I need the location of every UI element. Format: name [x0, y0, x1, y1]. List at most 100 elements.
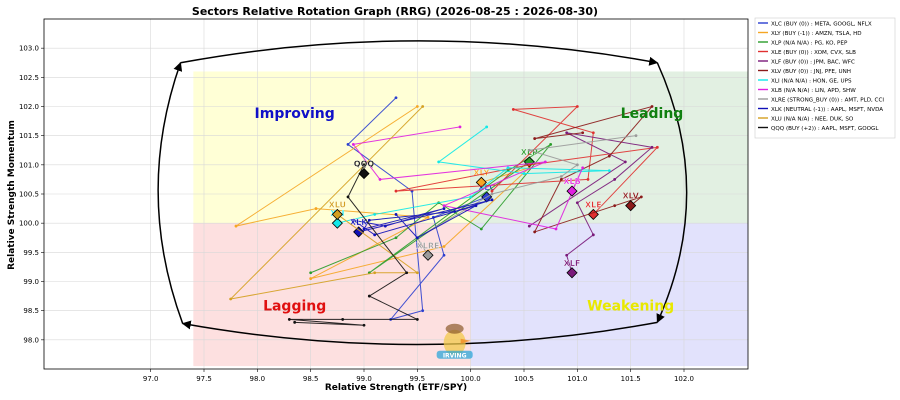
series-head-marker [422, 249, 434, 261]
series-head-label: XLY [473, 168, 489, 177]
series-point [554, 227, 558, 231]
series-head-label: XLF [564, 259, 581, 268]
series-xlb: XLB [351, 125, 585, 231]
series-head-marker [475, 176, 487, 188]
series-tails: XLCXLYXLPXLEXLFXLVXLIXLBXLREXLKXLUQQQ [229, 96, 659, 327]
series-point [378, 178, 382, 181]
series-head-label: XLV [622, 192, 639, 201]
series-point [394, 96, 398, 100]
quadrant-label-leading: Leading [621, 106, 684, 122]
series-head-marker [625, 200, 637, 212]
series-head-label: QQQ [354, 160, 375, 169]
series-point [591, 233, 595, 237]
series-point [421, 309, 425, 313]
series-point [293, 320, 297, 324]
series-point [442, 253, 446, 257]
series-head-label: XLK [350, 218, 368, 227]
duck-hat [445, 323, 464, 334]
x-tick-label: 97.0 [143, 375, 159, 383]
y-tick-label: 99.5 [23, 249, 39, 257]
x-axis-label: Relative Strength (ETF/SPY) [325, 383, 467, 393]
series-point [415, 318, 419, 321]
series-point [394, 236, 398, 240]
series-point [415, 271, 419, 275]
series-point [490, 189, 494, 193]
series-point [607, 154, 611, 158]
series-point [458, 125, 462, 129]
series-point [229, 297, 233, 301]
legend: XLC (BUY (0)) : META, GOOGL, NFLX XLY (BU… [754, 17, 896, 139]
x-tick-label: 99.5 [410, 375, 426, 383]
series-head-marker [331, 208, 343, 220]
series-point [613, 204, 617, 208]
x-tick-label: 98.5 [303, 375, 319, 383]
series-point [373, 213, 377, 216]
duck-beak [460, 338, 471, 344]
series-point [367, 218, 371, 222]
series-point [367, 294, 371, 298]
series-point [442, 245, 446, 248]
series-head-marker [358, 168, 370, 180]
rotation-cycle-arrows [157, 40, 688, 346]
series-point [314, 207, 318, 210]
series-point [511, 108, 515, 111]
series-tail-line [353, 199, 493, 239]
series-head-label: XLB [563, 177, 580, 186]
series-head-label: XLRE [417, 241, 440, 250]
cycle-arrow-bottom [181, 320, 658, 346]
series-point [346, 195, 350, 199]
series-point [394, 213, 398, 216]
y-tick-label: 103.0 [19, 45, 39, 53]
series-point [634, 134, 638, 138]
series-xlv: XLV [533, 105, 654, 234]
series-point [607, 169, 611, 173]
series-point [591, 131, 595, 135]
y-tick-label: 99.0 [23, 278, 39, 286]
series-point [522, 172, 526, 175]
series-point [394, 189, 398, 193]
series-xlk: XLK [350, 198, 494, 240]
legend-entry: XLC (BUY (0)) : META, GOOGL, NFLX [771, 22, 872, 28]
duck-banner [436, 350, 473, 359]
series-point [533, 137, 537, 140]
x-tick-label: 102.0 [674, 375, 694, 383]
series-point [309, 277, 313, 280]
legend-entry: XLK (NEUTRAL (-1)) : AAPL, MSFT, NVDA [771, 107, 883, 113]
series-head-marker [566, 267, 578, 279]
series-point [575, 105, 579, 108]
series-head-marker [523, 156, 535, 168]
grid-lines [44, 19, 748, 369]
legend-frame [754, 17, 896, 139]
series-point [362, 163, 366, 167]
quadrant-weakening-bg [470, 223, 748, 367]
quadrant-label-weakening: Weakening [587, 299, 674, 315]
series-point [506, 166, 510, 170]
legend-entry: XLE (BUY (0)) : XOM, CVX, SLB [771, 50, 856, 56]
series-point [581, 166, 585, 170]
cycle-arrow-top [180, 40, 659, 66]
y-tick-label: 102.0 [19, 103, 39, 111]
series-point [479, 227, 483, 231]
series-point [341, 318, 345, 321]
duck-watermark: IRVING [436, 323, 473, 359]
cycle-arrow-left [157, 61, 184, 324]
series-head-marker [566, 185, 578, 197]
series-point [490, 198, 494, 202]
series-tail-line [310, 143, 552, 274]
chart-title: Sectors Relative Rotation Graph (RRG) (2… [192, 5, 598, 18]
series-point [639, 195, 643, 199]
x-tick-label: 100.0 [461, 375, 481, 383]
legend-entry: XLF (BUY (0)) : JPM, BAC, WFC [771, 60, 855, 66]
y-tick-label: 102.5 [19, 74, 39, 82]
series-head-marker [331, 217, 343, 229]
series-point [373, 271, 377, 275]
series-point [373, 233, 377, 237]
series-point [474, 204, 478, 208]
series-point [549, 143, 553, 146]
series-point [421, 105, 425, 108]
series-point [351, 218, 355, 222]
series-point [469, 195, 473, 199]
y-axis-label: Relative Strength Momentum [7, 120, 17, 270]
legend-entry: XLI (N/A N/A) : HON, GE, UPS [771, 79, 852, 85]
